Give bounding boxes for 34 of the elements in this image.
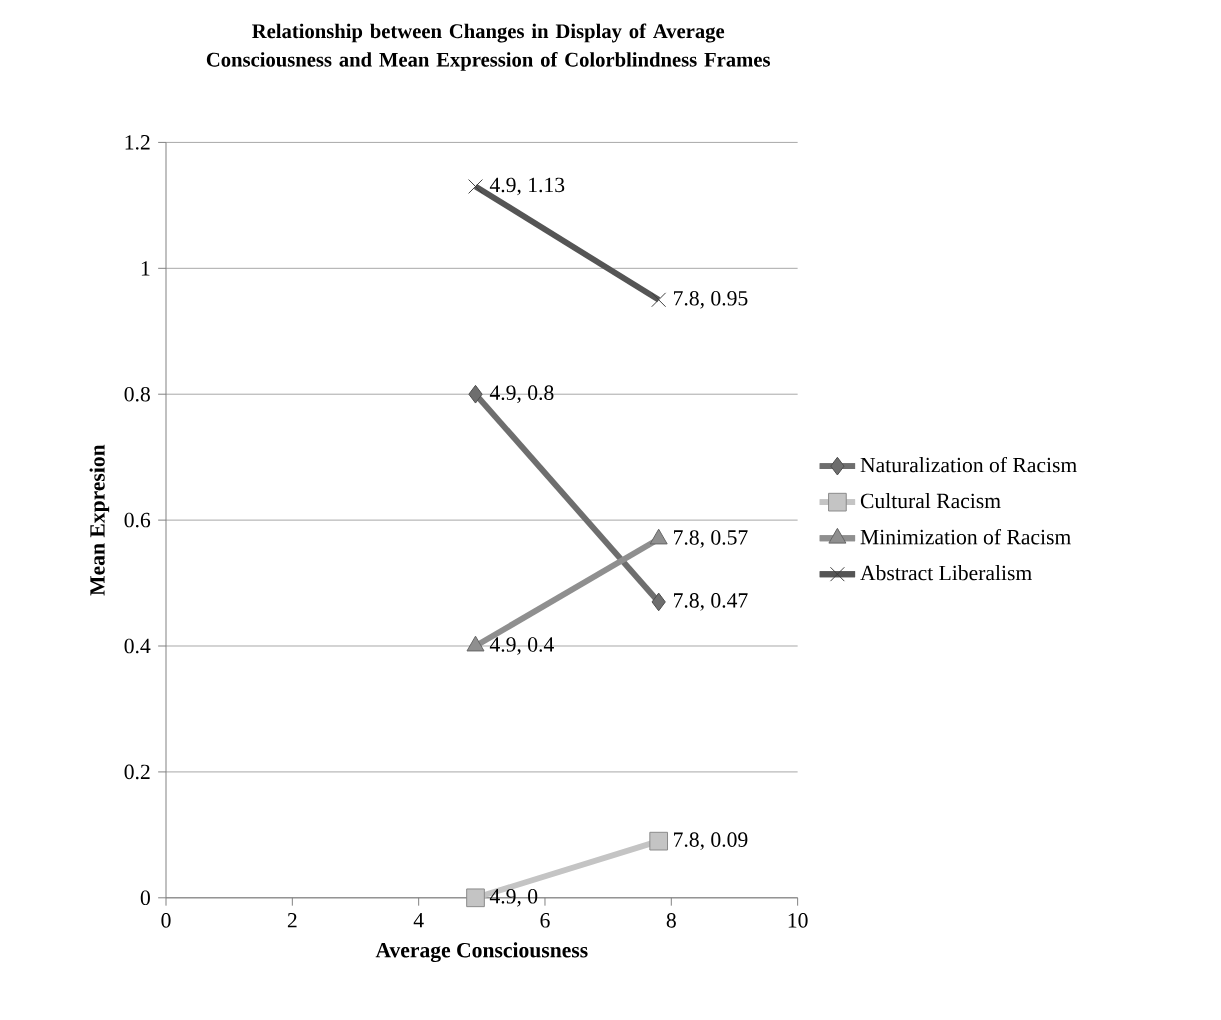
x-axis-title: Average Consciousness — [375, 942, 588, 963]
chart-title: Relationship between Changes in Display of Average Consciousness and Mean Expression of Colorblindness Frames — [206, 23, 770, 72]
data-label: 4.9, 0.4 — [489, 637, 554, 656]
legend-label: Minimization of Racism — [860, 529, 1071, 545]
data-label: 7.8, 0.09 — [674, 832, 748, 851]
data-label: 4.9, 1.13 — [489, 177, 565, 196]
legend-label: Cultural Racism — [860, 493, 1001, 509]
data-label: 4.9, 0 — [489, 889, 538, 907]
point — [468, 179, 483, 195]
point — [466, 888, 485, 908]
legend-label: Naturalization of Racism — [860, 457, 1077, 473]
y-tick-label: 0.6 — [124, 512, 151, 528]
y-tick-label: 0.8 — [124, 387, 150, 402]
data-label: 7.8, 0.95 — [674, 291, 748, 309]
data-label: 4.9, 0.8 — [489, 385, 554, 404]
x-tick-label: 0 — [161, 913, 171, 928]
x-tick-label: 6 — [540, 913, 550, 928]
point — [468, 385, 483, 404]
x-tick-label: 8 — [666, 913, 676, 928]
point — [649, 832, 669, 851]
y-tick-label: 1 — [141, 261, 150, 276]
x-tick-label: 10 — [788, 913, 808, 928]
y-tick-label: 0.4 — [124, 638, 151, 654]
y-tick-label: 0.2 — [124, 764, 150, 780]
x-tick-label: 4 — [413, 913, 424, 928]
data-label: 7.8, 0.47 — [674, 593, 748, 611]
data-label: 7.8, 0.57 — [674, 530, 748, 549]
x-tick-label: 2 — [287, 913, 297, 928]
y-tick-label: 1.2 — [125, 135, 150, 150]
point — [651, 592, 666, 612]
y-tick-label: 0 — [140, 890, 150, 906]
legend-label: Abstract Liberalism — [860, 565, 1032, 581]
y-axis-title: Mean Expresion — [89, 444, 110, 596]
point — [651, 292, 667, 308]
